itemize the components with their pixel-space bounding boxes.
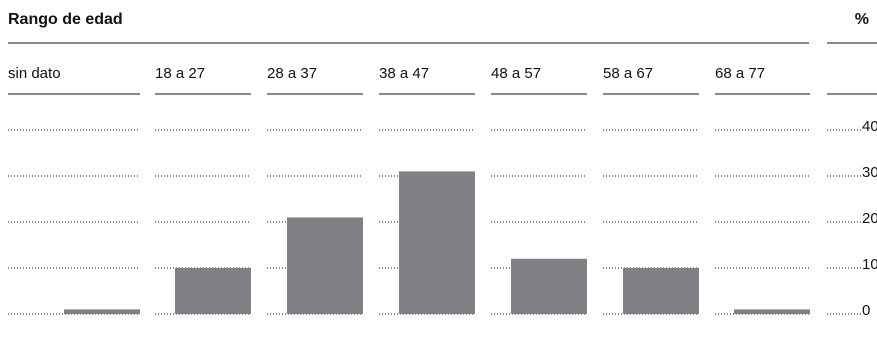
y-axis: 0 10 20 30 40	[827, 118, 877, 319]
column-4: 48 a 57	[491, 65, 587, 315]
column-3: 38 a 47	[379, 65, 475, 315]
tick-label: 20	[862, 210, 877, 227]
chart-columns: sin dato 18 a 27 28 a 37 38 a 47 48 a 57 58 a…	[8, 65, 810, 315]
category-label: 38 a 47	[379, 65, 429, 82]
bar-28-a-37	[287, 217, 363, 314]
bar-18-a-27	[175, 268, 251, 314]
column-0: sin dato	[8, 65, 140, 315]
column-6: 68 a 77	[715, 65, 810, 315]
category-label: 18 a 27	[155, 65, 205, 82]
category-label: 48 a 57	[491, 65, 541, 82]
category-label: 68 a 77	[715, 65, 765, 82]
tick-label: 0	[862, 302, 870, 319]
category-label: sin dato	[8, 65, 61, 82]
chart-title: Rango de edad	[8, 11, 123, 28]
bar-48-a-57	[511, 258, 587, 314]
category-label: 58 a 67	[603, 65, 653, 82]
column-1: 18 a 27	[155, 65, 251, 315]
column-5: 58 a 67	[603, 65, 699, 315]
unit-label: %	[855, 11, 869, 28]
bar-68-a-77	[734, 309, 810, 314]
column-2: 28 a 37	[267, 65, 363, 315]
bar-38-a-47	[399, 171, 475, 314]
tick-label: 40	[862, 118, 877, 135]
tick-label: 10	[862, 256, 877, 273]
bar-sin-dato	[64, 309, 140, 314]
tick-label: 30	[862, 164, 877, 181]
category-label: 28 a 37	[267, 65, 317, 82]
bar-58-a-67	[623, 268, 699, 314]
